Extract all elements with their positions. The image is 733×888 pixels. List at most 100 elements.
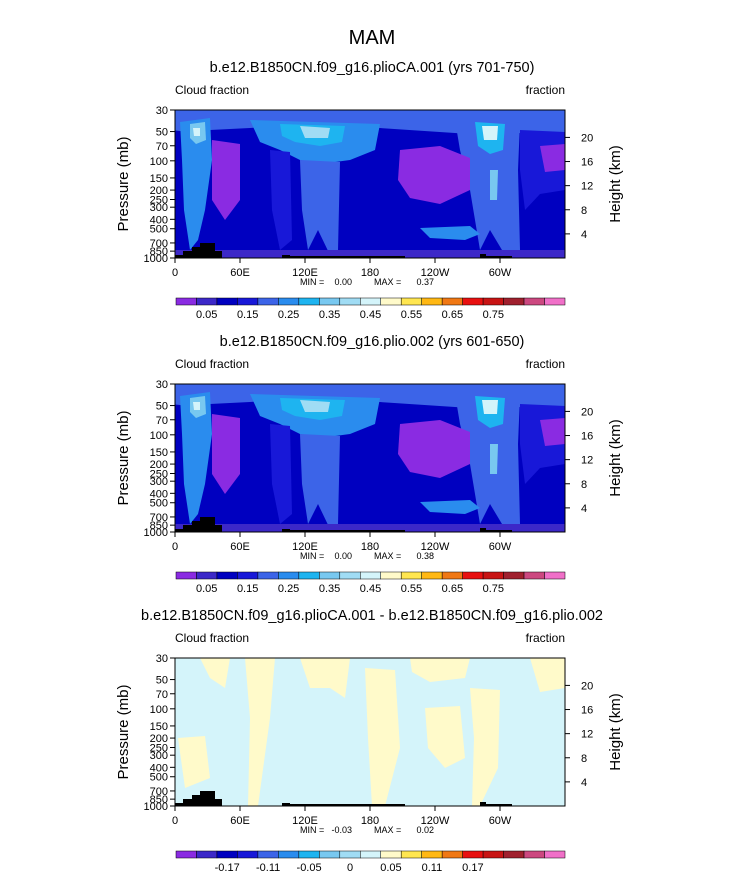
- contour-region: [530, 658, 565, 692]
- colorbar-swatch: [503, 850, 525, 859]
- panel-title: b.e12.B1850CN.f09_g16.plioCA.001 - b.e12…: [141, 608, 603, 624]
- contour-region: [300, 400, 330, 412]
- y-tick-label: 50: [156, 401, 168, 413]
- stat-min-value: -0.03: [331, 825, 352, 835]
- panel-title: b.e12.B1850CN.f09_g16.plio.002 (yrs 601-…: [220, 334, 525, 350]
- y-tick-label: 400: [150, 762, 168, 774]
- colorbar-label: 0: [347, 862, 353, 874]
- contour-region: [193, 128, 200, 136]
- colorbar-swatch: [482, 850, 504, 859]
- contour-minimum: [212, 414, 240, 494]
- colorbar-swatch: [175, 571, 197, 580]
- x-tick-label: 180: [361, 267, 379, 279]
- y-tick-label: 850: [150, 794, 168, 806]
- x-tick-label: 180: [361, 815, 379, 827]
- height-tick-label: 16: [581, 705, 593, 717]
- colorbar-swatch: [441, 850, 463, 859]
- y-tick-label: 1000: [144, 527, 168, 539]
- colorbar-swatch: [400, 850, 422, 859]
- colorbar-swatch: [319, 297, 341, 306]
- colorbar-swatch: [421, 571, 443, 580]
- colorbar-label: 0.75: [483, 583, 504, 595]
- y-tick-label: 70: [156, 689, 168, 701]
- colorbar-label: 0.35: [319, 309, 340, 321]
- height-tick-label: 8: [581, 479, 587, 491]
- y-tick-label: 100: [150, 430, 168, 442]
- colorbar-swatch: [278, 571, 300, 580]
- topography-mask: [175, 791, 512, 806]
- colorbar-swatch: [339, 297, 361, 306]
- height-tick-label: 16: [581, 157, 593, 169]
- colorbar-swatch: [319, 850, 341, 859]
- contour-region: [175, 524, 565, 532]
- y-tick-label: 150: [150, 721, 168, 733]
- contour-region: [270, 424, 292, 524]
- y-tick-label: 50: [156, 675, 168, 687]
- y-tick-label: 700: [150, 786, 168, 798]
- topography-mask: [175, 517, 512, 532]
- colorbar-swatch: [421, 297, 443, 306]
- colorbar-label: 0.05: [380, 862, 401, 874]
- x-tick-label: 120E: [292, 541, 318, 553]
- y-axis-label-right: Height (km): [607, 145, 624, 223]
- stat-min-label: MIN =: [300, 277, 324, 287]
- x-tick-label: 0: [172, 541, 178, 553]
- y-tick-label: 850: [150, 246, 168, 258]
- contour-region: [455, 394, 520, 529]
- topography-mask: [175, 243, 512, 258]
- x-tick-label: 60W: [489, 541, 512, 553]
- height-tick-label: 4: [581, 777, 587, 789]
- y-tick-label: 850: [150, 520, 168, 532]
- height-tick-label: 20: [581, 132, 593, 144]
- colorbar-swatch: [482, 297, 504, 306]
- y-axis-label: Pressure (mb): [115, 136, 132, 231]
- height-tick-label: 4: [581, 503, 587, 515]
- contour-region: [420, 226, 480, 240]
- colorbar-swatch: [339, 571, 361, 580]
- y-tick-label: 30: [156, 105, 168, 117]
- colorbar-swatch: [360, 571, 381, 580]
- y-tick-label: 100: [150, 704, 168, 716]
- x-tick-label: 0: [172, 267, 178, 279]
- colorbar-label: 0.45: [360, 583, 381, 595]
- x-tick-label: 60E: [230, 815, 250, 827]
- colorbar-swatch: [278, 297, 300, 306]
- colorbar-label: 0.25: [278, 309, 299, 321]
- contour-region: [455, 120, 520, 255]
- y-axis-label: Pressure (mb): [115, 410, 132, 505]
- colorbar-swatch: [196, 850, 218, 859]
- colorbar-label: 0.05: [196, 309, 217, 321]
- y-tick-label: 100: [150, 156, 168, 168]
- y-tick-label: 1000: [144, 253, 168, 265]
- colorbar-swatch: [523, 571, 545, 580]
- stat-min-value: 0.00: [334, 277, 352, 287]
- contour-field: [175, 110, 565, 258]
- y-tick-label: 500: [150, 772, 168, 784]
- corner-label-left: Cloud fraction: [175, 357, 249, 371]
- height-tick-label: 12: [581, 729, 593, 741]
- contour-region: [490, 444, 498, 474]
- colorbar-label: 0.25: [278, 583, 299, 595]
- stat-max-label: MAX =: [374, 825, 401, 835]
- colorbar-swatch: [196, 571, 218, 580]
- colorbar-swatch: [503, 297, 525, 306]
- corner-label-right: fraction: [526, 357, 565, 371]
- y-tick-label: 700: [150, 238, 168, 250]
- y-tick-label: 250: [150, 742, 168, 754]
- colorbar-label: 0.45: [360, 309, 381, 321]
- colorbar-swatch: [319, 571, 341, 580]
- y-tick-label: 150: [150, 447, 168, 459]
- contour-region: [482, 400, 498, 414]
- contour-region: [482, 126, 498, 140]
- colorbar-swatch: [462, 297, 484, 306]
- stat-max-label: MAX =: [374, 551, 401, 561]
- colorbar-swatch: [523, 850, 545, 859]
- contour-region: [410, 658, 470, 682]
- colorbar-label: 0.15: [237, 583, 258, 595]
- colorbar-swatch: [216, 297, 238, 306]
- contour-region: [193, 402, 200, 410]
- colorbar-swatch: [298, 850, 320, 859]
- contour-region: [200, 658, 230, 688]
- contour-region: [270, 150, 292, 250]
